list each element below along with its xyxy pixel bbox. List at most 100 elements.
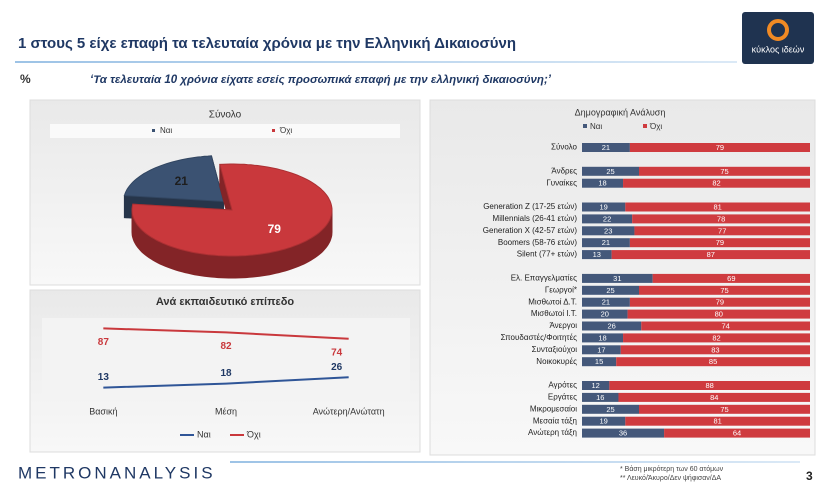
title-rule <box>15 61 737 63</box>
bar-segment <box>629 143 810 152</box>
category-label: Μικρομεσαίοι <box>530 404 577 413</box>
category-label: Συνταξιούχοι <box>532 345 578 354</box>
logo-mark <box>767 19 789 41</box>
legend-label: Όχι <box>649 122 662 131</box>
data-label: 25 <box>606 405 614 414</box>
category-label: Μισθωτοί Ι.Τ. <box>531 309 577 318</box>
data-label: 79 <box>716 298 724 307</box>
bar-segment <box>582 297 630 307</box>
category-label: Silent (77+ ετών) <box>517 250 578 259</box>
category-label: Άνδρες <box>551 166 577 175</box>
plot-band <box>42 318 410 398</box>
footer-rule <box>230 461 800 463</box>
data-label: 13 <box>593 250 601 259</box>
category-label: Generation Z (17-25 ετών) <box>483 202 577 211</box>
data-label: 79 <box>268 222 282 236</box>
data-label: 87 <box>98 337 110 348</box>
data-label: 74 <box>331 347 343 358</box>
data-label: 31 <box>613 274 621 283</box>
slide-title: 1 στους 5 είχε επαφή τα τελευταία χρόνια… <box>18 35 516 52</box>
data-label: 84 <box>710 393 718 402</box>
category-label: Εργάτες <box>548 393 577 402</box>
bar-segment <box>641 321 810 331</box>
footnote: ** Λευκό/Άκυρο/Δεν ψήφισαν/ΔΑ <box>620 474 721 482</box>
bar-segment <box>582 178 624 188</box>
bar-segment <box>609 381 810 390</box>
category-label: Generation X (42-57 ετών) <box>483 226 578 235</box>
data-label: 79 <box>716 143 724 152</box>
data-label: 88 <box>706 381 714 390</box>
data-label: 85 <box>709 357 717 366</box>
data-label: 79 <box>716 238 724 247</box>
category-label: Μισθωτοί Δ.Τ. <box>528 297 577 306</box>
bar-segment <box>616 357 810 367</box>
bar-segment <box>582 333 624 343</box>
bar-segment <box>582 226 635 236</box>
legend-label: Ναι <box>590 122 602 131</box>
data-label: 64 <box>733 429 741 438</box>
data-label: 17 <box>597 345 605 354</box>
bar-segment <box>582 285 639 295</box>
line-chart: Ανά εκπαιδευτικό επίπεδο Βασική Μέση Ανώτερ… <box>42 296 410 439</box>
legend-swatch <box>643 124 647 128</box>
legend-swatch <box>152 129 155 132</box>
category-label: Μεσαία τάξη <box>533 416 577 425</box>
bar-segment <box>652 273 810 283</box>
pie-title: Σύνολο <box>209 109 242 121</box>
category-label: Γεωργοί* <box>545 285 577 294</box>
bar-segment <box>582 214 633 224</box>
bar-segment <box>582 202 626 212</box>
category-label: Νοικοκυρές <box>536 357 577 366</box>
bar-segment <box>623 333 810 343</box>
brand: METRONANALYSIS <box>18 463 216 482</box>
bar-segment <box>611 250 810 260</box>
category-label: Σπουδαστές/Φοιτητές <box>501 333 578 342</box>
legend-label: Ναι <box>160 126 172 135</box>
data-label: 80 <box>715 310 723 319</box>
data-label: 82 <box>712 179 720 188</box>
data-label: 18 <box>220 368 232 379</box>
bar-segment <box>639 404 810 414</box>
bar-segment <box>582 238 630 248</box>
x-tick-label: Βασική <box>89 406 117 416</box>
bar-segment <box>582 273 653 283</box>
data-label: 87 <box>707 250 715 259</box>
legend-swatch <box>583 124 587 128</box>
data-label: 75 <box>720 286 728 295</box>
data-label: 74 <box>721 321 729 330</box>
data-label: 23 <box>604 226 612 235</box>
data-label: 81 <box>713 417 721 426</box>
data-label: 21 <box>602 143 610 152</box>
data-label: 81 <box>713 202 721 211</box>
bar-segment <box>625 202 810 212</box>
x-tick-label: Ανώτερη/Ανώτατη <box>313 406 385 416</box>
legend-band <box>50 124 400 138</box>
line-title: Ανά εκπαιδευτικό επίπεδο <box>156 296 295 308</box>
data-label: 16 <box>596 393 604 402</box>
bar-segment <box>618 392 810 402</box>
series-line <box>103 376 349 389</box>
legend-label: Όχι <box>246 429 261 439</box>
data-label: 25 <box>606 286 614 295</box>
x-tick-label: Μέση <box>215 406 237 416</box>
bar-segment <box>639 166 810 176</box>
legend-label: Όχι <box>279 126 292 135</box>
data-label: 19 <box>599 202 607 211</box>
bar-segment <box>582 321 642 331</box>
data-label: 83 <box>711 345 719 354</box>
data-label: 21 <box>175 174 189 188</box>
series-line <box>103 327 349 340</box>
data-label: 78 <box>717 214 725 223</box>
pie-slice <box>123 155 225 203</box>
data-label: 19 <box>599 417 607 426</box>
category-label: Γυναίκες <box>546 178 577 187</box>
data-label: 82 <box>712 333 720 342</box>
bar-chart: Δημογραφική Ανάλυση Ναι Όχι Σύνολο 21 79 Άνδρε… <box>483 107 810 438</box>
data-label: 26 <box>331 362 343 373</box>
page-number: 3 <box>806 469 813 483</box>
bar-segment <box>582 428 665 438</box>
logo: κύκλος ιδεών <box>742 12 814 64</box>
bar-segment <box>620 345 810 355</box>
data-label: 26 <box>607 321 615 330</box>
data-label: 12 <box>592 381 600 390</box>
